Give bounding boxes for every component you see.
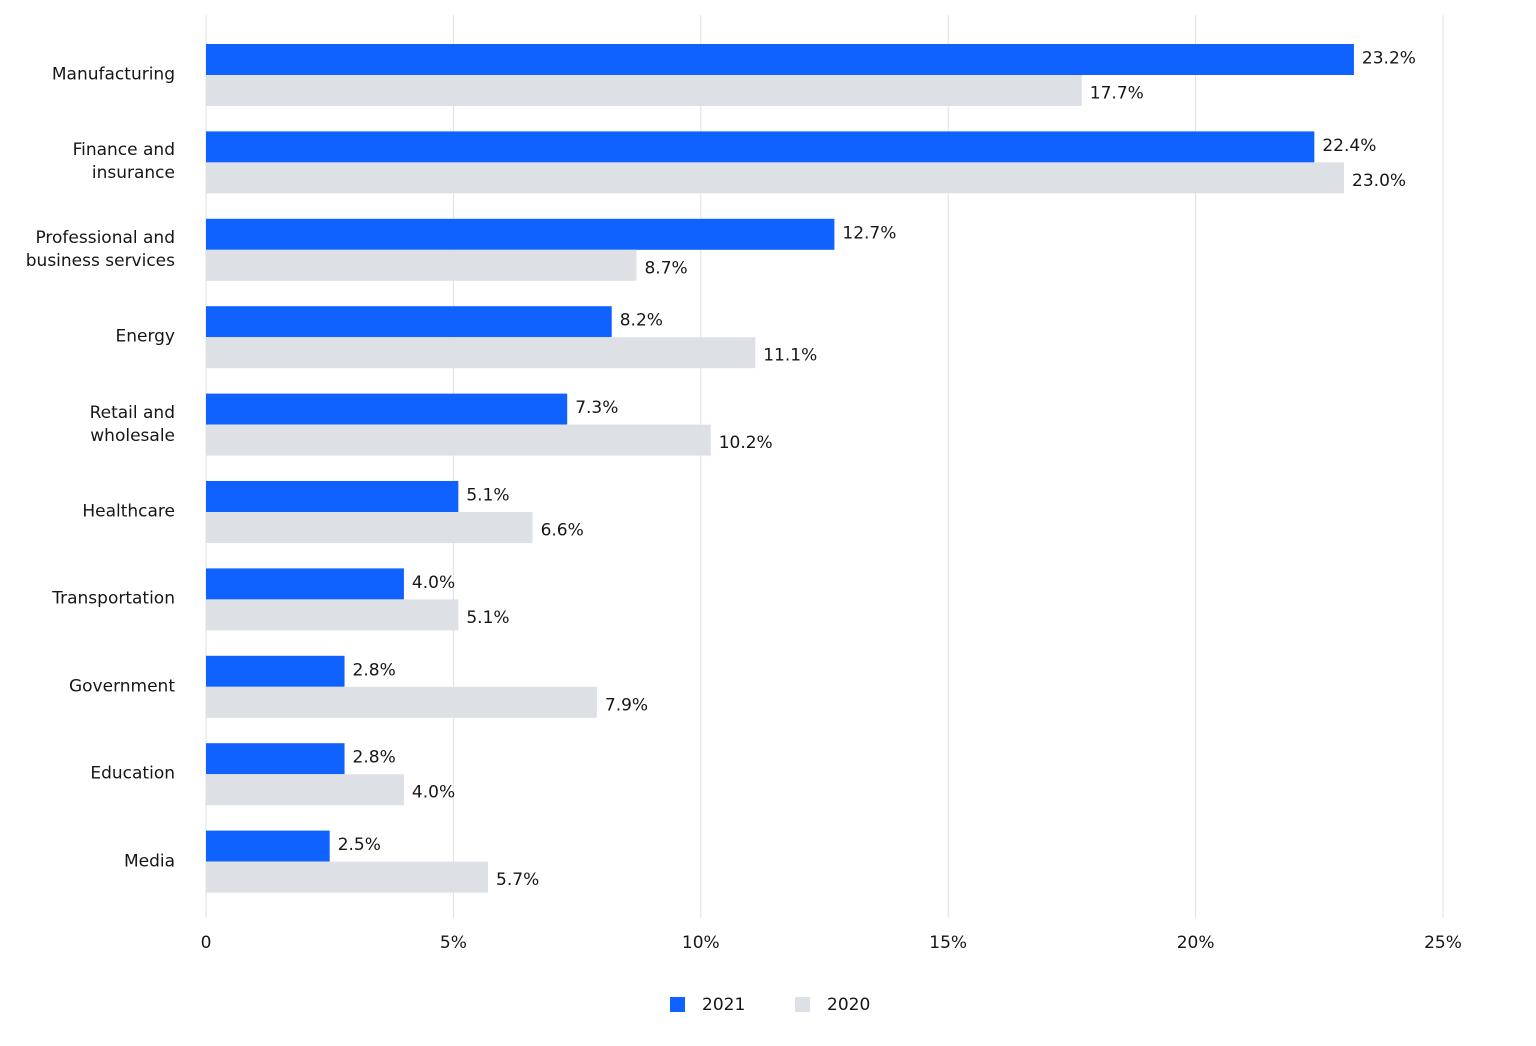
value-label: 22.4% [1322, 136, 1376, 156]
category-label: Education [90, 763, 175, 784]
bar [206, 743, 345, 775]
value-label: 12.7% [842, 223, 896, 243]
category-label: Media [123, 851, 175, 872]
bar [206, 568, 404, 600]
bar [206, 861, 489, 893]
bar [206, 131, 1315, 163]
value-label: 11.1% [763, 346, 817, 366]
legend-swatch [795, 997, 810, 1012]
category-label: Manufacturing [51, 64, 175, 85]
bar [206, 44, 1354, 75]
value-label: 2.5% [338, 835, 381, 855]
value-label: 23.0% [1352, 171, 1406, 191]
category-label: Retail and wholesale [89, 402, 175, 446]
value-label: 17.7% [1090, 84, 1144, 104]
value-label: 5.1% [466, 486, 509, 506]
x-tick-label: 0 [201, 933, 212, 953]
value-label: 7.9% [605, 695, 648, 715]
bar [206, 162, 1345, 194]
x-tick-label: 25% [1424, 933, 1462, 953]
value-label: 4.0% [412, 573, 455, 593]
legend-label: 2021 [702, 995, 745, 1015]
bar [206, 75, 1082, 106]
category-label: Finance and insurance [72, 140, 175, 184]
bar [206, 512, 533, 543]
bar [206, 218, 835, 250]
bar [206, 655, 345, 687]
bar [206, 337, 756, 369]
value-label: 10.2% [719, 433, 773, 453]
value-label: 2.8% [353, 660, 396, 680]
category-label: Energy [115, 326, 175, 347]
value-label: 4.0% [412, 783, 455, 803]
category-label: Government [68, 676, 175, 697]
bar [206, 481, 459, 512]
bar [206, 393, 568, 425]
category-label: Transportation [52, 588, 175, 609]
x-tick-label: 10% [682, 933, 720, 953]
bar [206, 599, 459, 631]
value-label: 7.3% [575, 398, 618, 418]
category-label: Healthcare [82, 501, 175, 522]
value-label: 5.1% [466, 608, 509, 628]
bar [206, 306, 612, 338]
bar [206, 830, 330, 862]
value-label: 6.6% [541, 521, 584, 541]
value-label: 5.7% [496, 870, 539, 890]
category-label: Professional and business services [25, 227, 175, 271]
x-tick-label: 5% [440, 933, 467, 953]
legend-label: 2020 [827, 995, 870, 1015]
value-label: 8.7% [644, 258, 687, 278]
bar [206, 424, 711, 456]
bar [206, 686, 597, 718]
x-tick-label: 15% [929, 933, 967, 953]
value-label: 2.8% [353, 748, 396, 768]
x-tick-label: 20% [1177, 933, 1215, 953]
legend-swatch [670, 997, 685, 1012]
value-label: 8.2% [620, 311, 663, 331]
bar [206, 774, 404, 806]
bar [206, 249, 637, 281]
value-label: 23.2% [1362, 49, 1416, 69]
